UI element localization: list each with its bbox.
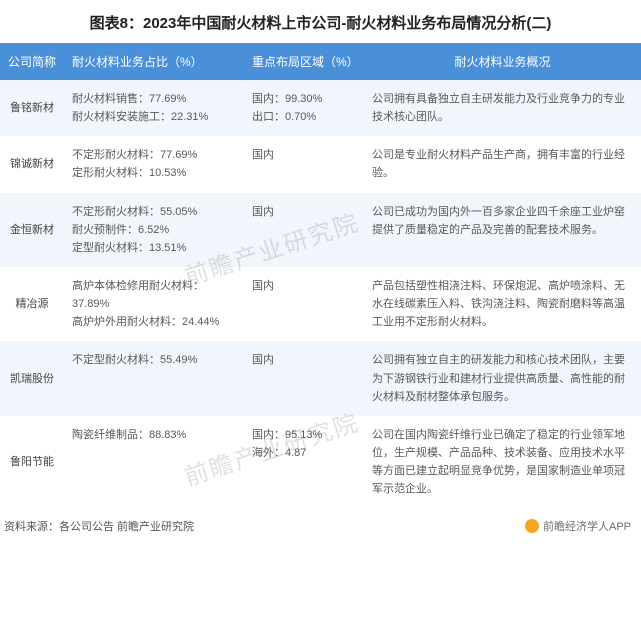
table-row: 金恒新材不定形耐火材料：55.05% 耐火预制件：6.52% 定型耐火材料：13… (0, 193, 641, 267)
cell-overview: 公司在国内陶瓷纤维行业已确定了稳定的行业领军地位，生产规模、产品品种、技术装备、… (364, 416, 641, 509)
cell-company: 凯瑞股份 (0, 341, 64, 415)
cell-overview: 公司拥有具备独立自主研发能力及行业竞争力的专业技术核心团队。 (364, 80, 641, 136)
table-row: 锦诚新材不定形耐火材料：77.69% 定形耐火材料：10.53%国内公司是专业耐… (0, 136, 641, 192)
cell-company: 金恒新材 (0, 193, 64, 267)
table-row: 凯瑞股份不定型耐火材料：55.49%国内公司拥有独立自主的研发能力和核心技术团队… (0, 341, 641, 415)
col-overview: 耐火材料业务概况 (364, 43, 641, 80)
cell-ratio: 陶瓷纤维制品：88.83% (64, 416, 244, 509)
cell-company: 精冶源 (0, 267, 64, 341)
brand-text: 前瞻经济学人APP (543, 518, 631, 534)
table-row: 鲁铭新材耐火材料销售：77.69% 耐火材料安装施工：22.31%国内：99.3… (0, 80, 641, 136)
col-ratio: 耐火材料业务占比（%） (64, 43, 244, 80)
cell-region: 国内 (244, 193, 364, 267)
col-region: 重点布局区域（%） (244, 43, 364, 80)
cell-ratio: 不定形耐火材料：55.05% 耐火预制件：6.52% 定型耐火材料：13.51% (64, 193, 244, 267)
cell-ratio: 耐火材料销售：77.69% 耐火材料安装施工：22.31% (64, 80, 244, 136)
cell-overview: 公司是专业耐火材料产品生产商，拥有丰富的行业经验。 (364, 136, 641, 192)
cell-region: 国内：99.30% 出口：0.70% (244, 80, 364, 136)
brand-icon (525, 519, 539, 533)
cell-region: 国内 (244, 267, 364, 341)
cell-overview: 公司已成功为国内外一百多家企业四千余座工业炉窑提供了质量稳定的产品及完善的配套技… (364, 193, 641, 267)
col-company: 公司简称 (0, 43, 64, 80)
table-row: 精冶源高炉本体检修用耐火材料：37.89% 高炉炉外用耐火材料：24.44%国内… (0, 267, 641, 341)
cell-ratio: 不定型耐火材料：55.49% (64, 341, 244, 415)
cell-region: 国内 (244, 136, 364, 192)
footer-brand: 前瞻经济学人APP (525, 518, 631, 534)
table-row: 鲁阳节能陶瓷纤维制品：88.83%国内：95.13% 海外：4.87公司在国内陶… (0, 416, 641, 509)
chart-title: 图表8：2023年中国耐火材料上市公司-耐火材料业务布局情况分析(二) (0, 0, 641, 43)
cell-overview: 公司拥有独立自主的研发能力和核心技术团队，主要为下游钢铁行业和建材行业提供高质量… (364, 341, 641, 415)
cell-company: 锦诚新材 (0, 136, 64, 192)
data-table: 公司简称 耐火材料业务占比（%） 重点布局区域（%） 耐火材料业务概况 鲁铭新材… (0, 43, 641, 508)
cell-region: 国内：95.13% 海外：4.87 (244, 416, 364, 509)
table-body: 鲁铭新材耐火材料销售：77.69% 耐火材料安装施工：22.31%国内：99.3… (0, 80, 641, 508)
cell-ratio: 不定形耐火材料：77.69% 定形耐火材料：10.53% (64, 136, 244, 192)
cell-company: 鲁铭新材 (0, 80, 64, 136)
cell-region: 国内 (244, 341, 364, 415)
cell-ratio: 高炉本体检修用耐火材料：37.89% 高炉炉外用耐火材料：24.44% (64, 267, 244, 341)
header-row: 公司简称 耐火材料业务占比（%） 重点布局区域（%） 耐火材料业务概况 (0, 43, 641, 80)
cell-company: 鲁阳节能 (0, 416, 64, 509)
cell-overview: 产品包括塑性相浇注料、环保炮泥、高炉喷涂料、无水在线碳素压入料、铁沟浇注料、陶瓷… (364, 267, 641, 341)
